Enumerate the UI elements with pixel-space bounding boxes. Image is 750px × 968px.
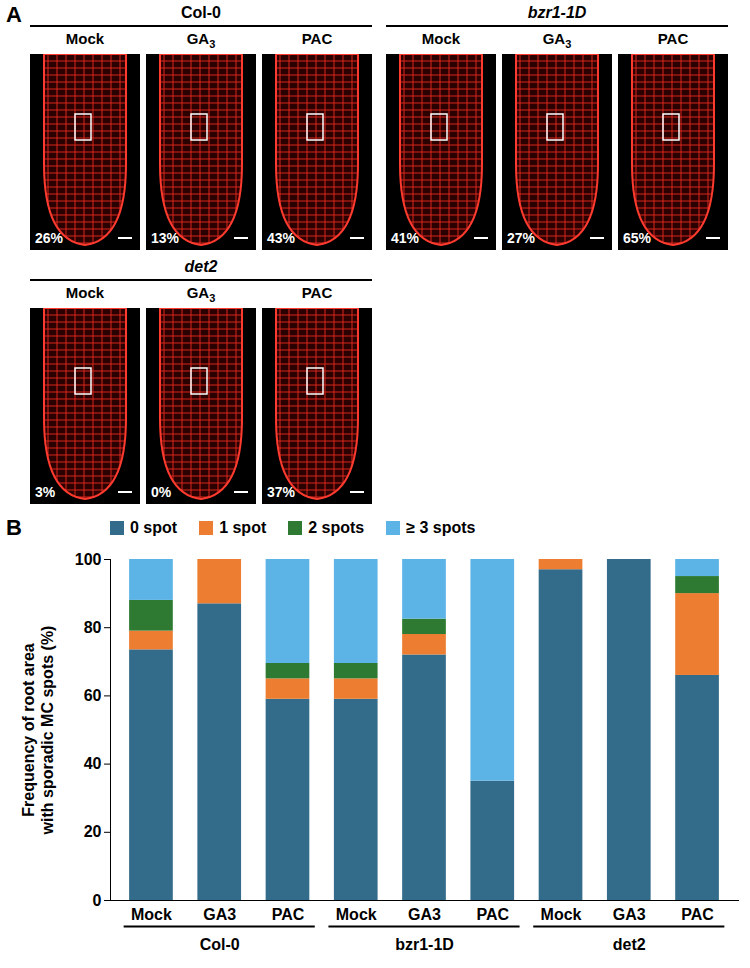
svg-text:GA3: GA3: [408, 906, 441, 923]
svg-text:37%: 37%: [267, 484, 296, 500]
svg-text:bzr1-1D: bzr1-1D: [395, 936, 454, 953]
html-text:0 spot: 0 spot: [130, 519, 178, 536]
html-text:≥ 3 spots: ≥ 3 spots: [406, 519, 476, 536]
html-text:GA3: GA3: [186, 30, 216, 50]
svg-text:20: 20: [84, 823, 102, 840]
html-text:A: A: [6, 2, 22, 27]
html-text:bzr1-1D: bzr1-1D: [527, 4, 587, 21]
svg-text:Mock: Mock: [541, 906, 582, 923]
svg-text:40: 40: [84, 755, 102, 772]
html-text:GA3: GA3: [542, 30, 572, 50]
html-text:PAC: PAC: [301, 30, 333, 47]
html-text:Mock: Mock: [65, 30, 105, 47]
html-text:Col-0: Col-0: [181, 4, 221, 21]
svg-text:41%: 41%: [391, 230, 420, 246]
svg-text:Col-0: Col-0: [200, 936, 240, 953]
html-text:Mock: Mock: [421, 30, 461, 47]
svg-text:13%: 13%: [151, 230, 180, 246]
svg-text:0%: 0%: [151, 484, 172, 500]
svg-text:GA3: GA3: [613, 906, 646, 923]
html-text:GA3: GA3: [186, 284, 216, 304]
html-text:1 spot: 1 spot: [219, 519, 267, 536]
svg-text:3%: 3%: [35, 484, 56, 500]
html-text:B: B: [6, 515, 22, 540]
svg-text:43%: 43%: [267, 230, 296, 246]
html-text:PAC: PAC: [301, 284, 333, 301]
svg-text:27%: 27%: [507, 230, 536, 246]
svg-text:PAC: PAC: [476, 906, 509, 923]
html-text:det2: det2: [184, 258, 218, 275]
svg-text:Mock: Mock: [336, 906, 377, 923]
svg-text:GA3: GA3: [203, 906, 236, 923]
svg-text:65%: 65%: [623, 230, 652, 246]
svg-text:Mock: Mock: [131, 906, 172, 923]
svg-text:60: 60: [84, 687, 102, 704]
html-text:Frequency of root area: Frequency of root area: [20, 642, 37, 817]
html-text:Mock: Mock: [65, 284, 105, 301]
svg-text:0: 0: [93, 892, 102, 909]
svg-text:26%: 26%: [35, 230, 64, 246]
svg-text:100: 100: [75, 551, 102, 568]
svg-text:80: 80: [84, 619, 102, 636]
html-text:with sporadic MC spots (%): with sporadic MC spots (%): [39, 625, 56, 834]
html-text:2 spots: 2 spots: [308, 519, 365, 536]
svg-text:PAC: PAC: [272, 906, 305, 923]
svg-text:PAC: PAC: [681, 906, 714, 923]
svg-text:det2: det2: [613, 936, 646, 953]
html-text:PAC: PAC: [657, 30, 689, 47]
